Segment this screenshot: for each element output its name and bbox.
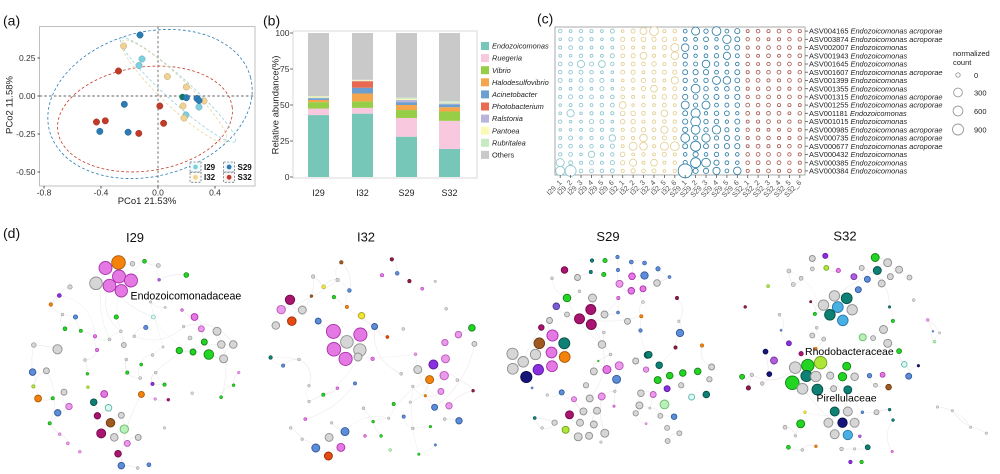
svg-text:-0.50: -0.50 xyxy=(16,167,36,177)
svg-text:ASV002007 Endozoicomonas: ASV002007 Endozoicomonas xyxy=(809,43,908,52)
svg-text:PCo2 11.58%: PCo2 11.58% xyxy=(5,75,16,133)
svg-text:I29: I29 xyxy=(312,188,325,198)
svg-text:Relative abundance(%): Relative abundance(%) xyxy=(271,56,282,155)
svg-text:Pantoea: Pantoea xyxy=(492,126,520,135)
svg-text:ASV001315 Endozoicomonas acrop: ASV001315 Endozoicomonas acroporae xyxy=(809,93,943,102)
svg-text:0.4: 0.4 xyxy=(209,188,221,198)
svg-text:ASV000677 Endozoicomonas acrop: ASV000677 Endozoicomonas acroporae xyxy=(809,142,943,151)
svg-text:(d): (d) xyxy=(3,225,20,241)
svg-text:S32: S32 xyxy=(441,188,457,198)
svg-text:ASV003874 Endozoicomonas acrop: ASV003874 Endozoicomonas acroporae xyxy=(809,35,943,44)
svg-text:Rhodobacteraceae: Rhodobacteraceae xyxy=(805,346,894,358)
svg-text:(a): (a) xyxy=(3,13,20,29)
svg-text:I32: I32 xyxy=(357,230,375,245)
svg-text:ASV000432 Endozoicomonas: ASV000432 Endozoicomonas xyxy=(809,150,908,159)
svg-text:Ralstonia: Ralstonia xyxy=(492,114,523,123)
svg-text:75: 75 xyxy=(280,64,290,74)
svg-text:Ruegeria: Ruegeria xyxy=(492,54,522,63)
svg-text:I29: I29 xyxy=(204,163,216,172)
svg-text:600: 600 xyxy=(974,107,987,116)
svg-text:I32: I32 xyxy=(356,188,369,198)
svg-text:ASV000385 Endozoicomonas: ASV000385 Endozoicomonas xyxy=(809,158,908,167)
svg-text:300: 300 xyxy=(974,88,987,97)
svg-text:ASV000985 Endozoicomonas acrop: ASV000985 Endozoicomonas acroporae xyxy=(809,125,943,134)
svg-text:Acinetobacter: Acinetobacter xyxy=(491,90,538,99)
svg-text:0.0: 0.0 xyxy=(152,188,164,198)
svg-text:0.25: 0.25 xyxy=(19,53,36,63)
svg-text:ASV001399 Endozoicomonas: ASV001399 Endozoicomonas xyxy=(809,76,908,85)
svg-text:-0.4: -0.4 xyxy=(94,188,109,198)
svg-text:-0.25: -0.25 xyxy=(16,129,36,139)
svg-text:S32: S32 xyxy=(833,229,856,244)
svg-text:100: 100 xyxy=(275,28,289,38)
svg-text:S29: S29 xyxy=(398,188,414,198)
svg-text:I32: I32 xyxy=(204,173,216,182)
svg-text:ASV001015 Endozoicomonas: ASV001015 Endozoicomonas xyxy=(809,117,908,126)
svg-text:S29: S29 xyxy=(238,163,253,172)
svg-text:ASV000384 Endozoicomonas: ASV000384 Endozoicomonas xyxy=(809,167,908,176)
svg-text:S29: S29 xyxy=(596,229,619,244)
svg-text:Halodesulfovibrio: Halodesulfovibrio xyxy=(492,78,549,87)
svg-text:Endozoicomonadaceae: Endozoicomonadaceae xyxy=(131,291,242,303)
svg-text:I29: I29 xyxy=(126,230,144,245)
svg-text:Endozoicomonas: Endozoicomonas xyxy=(492,42,549,51)
svg-text:count: count xyxy=(953,58,972,67)
svg-text:normalized: normalized xyxy=(953,49,990,58)
svg-text:Pirellulaceae: Pirellulaceae xyxy=(817,393,877,405)
svg-text:ASV001645 Endozoicomonas: ASV001645 Endozoicomonas xyxy=(809,60,908,69)
svg-text:S32: S32 xyxy=(238,173,253,182)
svg-text:ASV001181 Endozoicomonas: ASV001181 Endozoicomonas xyxy=(809,109,907,118)
svg-text:Others: Others xyxy=(492,151,514,160)
svg-text:Vibrio: Vibrio xyxy=(492,66,511,75)
svg-text:(c): (c) xyxy=(537,11,553,27)
svg-text:PCo1 21.53%: PCo1 21.53% xyxy=(118,196,177,207)
svg-text:ASV004165 Endozoicomonas acrop: ASV004165 Endozoicomonas acroporae xyxy=(809,27,943,36)
svg-text:0: 0 xyxy=(974,71,978,80)
svg-text:ASV000735 Endozoicomonas acrop: ASV000735 Endozoicomonas acroporae xyxy=(809,134,943,143)
svg-text:0.00: 0.00 xyxy=(19,91,36,101)
svg-text:25: 25 xyxy=(280,136,290,146)
svg-text:ASV001943 Endozoicomonas: ASV001943 Endozoicomonas xyxy=(809,51,908,60)
svg-text:ASV001255 Endozoicomonas acrop: ASV001255 Endozoicomonas acroporae xyxy=(809,101,943,110)
svg-text:50: 50 xyxy=(280,100,290,110)
svg-text:-0.8: -0.8 xyxy=(37,188,52,198)
svg-text:(b): (b) xyxy=(263,13,280,29)
svg-text:900: 900 xyxy=(974,125,987,134)
svg-text:ASV001355 Endozoicomonas: ASV001355 Endozoicomonas xyxy=(809,84,908,93)
svg-text:0: 0 xyxy=(285,172,290,182)
svg-text:ASV001607 Endozoicomonas acrop: ASV001607 Endozoicomonas acroporae xyxy=(809,68,943,77)
svg-text:Rubritalea: Rubritalea xyxy=(492,138,526,147)
svg-text:Photobacterium: Photobacterium xyxy=(492,102,544,111)
